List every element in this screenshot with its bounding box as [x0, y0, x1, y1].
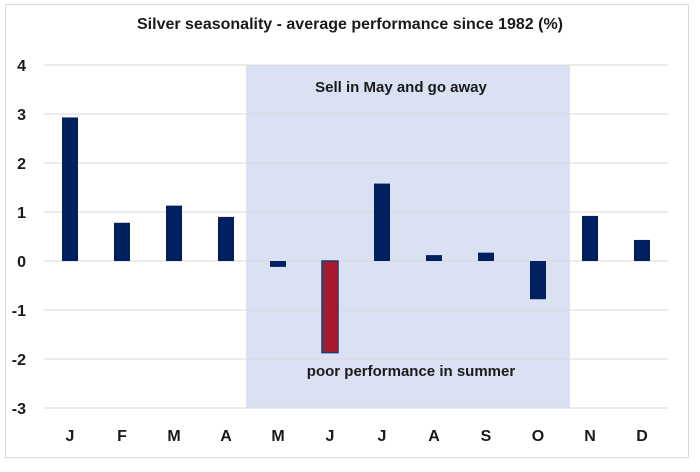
x-tick-label: J [378, 428, 387, 445]
y-tick-label: -2 [12, 352, 26, 369]
annotation-poor-performance: poor performance in summer [307, 363, 516, 380]
bar-2 [114, 222, 130, 261]
bar-5 [270, 261, 286, 267]
x-tick-label: F [117, 428, 127, 445]
x-tick-label: A [220, 428, 232, 445]
bar-6 [321, 260, 339, 354]
y-tick-label: -1 [12, 303, 26, 320]
annotation-sell-in-may: Sell in May and go away [315, 79, 487, 96]
bar-8 [426, 255, 442, 261]
x-tick-label: J [66, 428, 75, 445]
x-tick-label: M [271, 428, 284, 445]
sell-in-may-shaded-region [246, 65, 570, 408]
bar-4 [218, 216, 234, 261]
y-tick-label: 1 [17, 205, 26, 222]
x-tick-label: S [481, 428, 492, 445]
x-tick-label: O [532, 428, 544, 445]
y-tick-label: 4 [17, 58, 26, 75]
x-tick-label: J [326, 428, 335, 445]
bar-3 [166, 205, 182, 261]
bar-11 [582, 215, 598, 261]
bar-12 [634, 239, 650, 261]
x-tick-label: M [167, 428, 180, 445]
x-tick-label: D [636, 428, 648, 445]
bar-7 [374, 183, 390, 261]
bar-9 [478, 252, 494, 261]
x-tick-label: N [584, 428, 596, 445]
x-tick-label: A [428, 428, 440, 445]
y-tick-label: 2 [17, 156, 26, 173]
y-tick-label: -3 [12, 401, 26, 418]
bar-1 [62, 117, 78, 262]
y-tick-label: 3 [17, 107, 26, 124]
chart-title: Silver seasonality - average performance… [137, 16, 563, 33]
bar-10 [530, 261, 546, 300]
y-tick-label: 0 [17, 254, 26, 271]
